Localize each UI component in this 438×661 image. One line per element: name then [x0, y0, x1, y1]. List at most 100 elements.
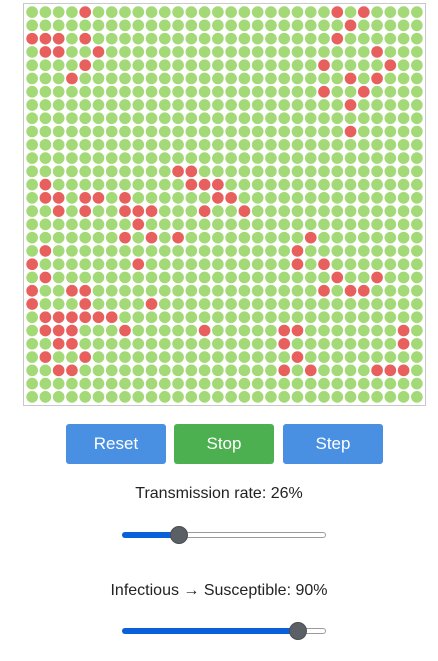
- susceptible-cell[interactable]: [252, 6, 264, 18]
- susceptible-cell[interactable]: [159, 378, 171, 390]
- susceptible-cell[interactable]: [119, 20, 131, 32]
- susceptible-cell[interactable]: [371, 232, 383, 244]
- susceptible-cell[interactable]: [358, 351, 370, 363]
- susceptible-cell[interactable]: [199, 99, 211, 111]
- susceptible-cell[interactable]: [398, 165, 410, 177]
- susceptible-cell[interactable]: [225, 298, 237, 310]
- step-button[interactable]: Step: [283, 424, 383, 464]
- susceptible-cell[interactable]: [199, 232, 211, 244]
- susceptible-cell[interactable]: [79, 112, 91, 124]
- susceptible-cell[interactable]: [132, 179, 144, 191]
- susceptible-cell[interactable]: [26, 139, 38, 151]
- susceptible-cell[interactable]: [132, 112, 144, 124]
- susceptible-cell[interactable]: [358, 46, 370, 58]
- susceptible-cell[interactable]: [345, 378, 357, 390]
- susceptible-cell[interactable]: [66, 219, 78, 231]
- susceptible-cell[interactable]: [411, 298, 423, 310]
- susceptible-cell[interactable]: [53, 232, 65, 244]
- susceptible-cell[interactable]: [384, 298, 396, 310]
- infected-cell[interactable]: [40, 351, 52, 363]
- susceptible-cell[interactable]: [93, 245, 105, 257]
- susceptible-cell[interactable]: [345, 46, 357, 58]
- susceptible-cell[interactable]: [185, 112, 197, 124]
- susceptible-cell[interactable]: [278, 73, 290, 85]
- susceptible-cell[interactable]: [185, 298, 197, 310]
- susceptible-cell[interactable]: [212, 272, 224, 284]
- susceptible-cell[interactable]: [79, 391, 91, 403]
- susceptible-cell[interactable]: [132, 351, 144, 363]
- susceptible-cell[interactable]: [305, 338, 317, 350]
- susceptible-cell[interactable]: [159, 391, 171, 403]
- susceptible-cell[interactable]: [265, 73, 277, 85]
- susceptible-cell[interactable]: [66, 112, 78, 124]
- susceptible-cell[interactable]: [239, 99, 251, 111]
- susceptible-cell[interactable]: [119, 219, 131, 231]
- susceptible-cell[interactable]: [132, 338, 144, 350]
- susceptible-cell[interactable]: [305, 139, 317, 151]
- susceptible-cell[interactable]: [252, 338, 264, 350]
- susceptible-cell[interactable]: [305, 272, 317, 284]
- susceptible-cell[interactable]: [40, 219, 52, 231]
- susceptible-cell[interactable]: [252, 192, 264, 204]
- susceptible-cell[interactable]: [119, 351, 131, 363]
- susceptible-cell[interactable]: [265, 46, 277, 58]
- susceptible-cell[interactable]: [53, 139, 65, 151]
- susceptible-cell[interactable]: [345, 219, 357, 231]
- susceptible-cell[interactable]: [93, 152, 105, 164]
- susceptible-cell[interactable]: [278, 59, 290, 71]
- susceptible-cell[interactable]: [93, 325, 105, 337]
- susceptible-cell[interactable]: [239, 219, 251, 231]
- susceptible-cell[interactable]: [106, 245, 118, 257]
- susceptible-cell[interactable]: [53, 258, 65, 270]
- susceptible-cell[interactable]: [398, 351, 410, 363]
- susceptible-cell[interactable]: [106, 285, 118, 297]
- susceptible-cell[interactable]: [305, 245, 317, 257]
- susceptible-cell[interactable]: [132, 298, 144, 310]
- susceptible-cell[interactable]: [305, 391, 317, 403]
- susceptible-cell[interactable]: [199, 112, 211, 124]
- susceptible-cell[interactable]: [199, 258, 211, 270]
- susceptible-cell[interactable]: [398, 258, 410, 270]
- susceptible-cell[interactable]: [371, 338, 383, 350]
- susceptible-cell[interactable]: [225, 179, 237, 191]
- susceptible-cell[interactable]: [411, 86, 423, 98]
- susceptible-cell[interactable]: [106, 73, 118, 85]
- susceptible-cell[interactable]: [172, 46, 184, 58]
- susceptible-cell[interactable]: [212, 391, 224, 403]
- susceptible-cell[interactable]: [318, 99, 330, 111]
- susceptible-cell[interactable]: [252, 311, 264, 323]
- infected-cell[interactable]: [53, 311, 65, 323]
- susceptible-cell[interactable]: [119, 6, 131, 18]
- susceptible-cell[interactable]: [239, 391, 251, 403]
- susceptible-cell[interactable]: [292, 192, 304, 204]
- susceptible-cell[interactable]: [185, 152, 197, 164]
- susceptible-cell[interactable]: [212, 325, 224, 337]
- susceptible-cell[interactable]: [345, 258, 357, 270]
- susceptible-cell[interactable]: [79, 99, 91, 111]
- infected-cell[interactable]: [26, 298, 38, 310]
- susceptible-cell[interactable]: [318, 391, 330, 403]
- susceptible-cell[interactable]: [119, 364, 131, 376]
- susceptible-cell[interactable]: [172, 86, 184, 98]
- susceptible-cell[interactable]: [159, 20, 171, 32]
- susceptible-cell[interactable]: [225, 152, 237, 164]
- susceptible-cell[interactable]: [345, 165, 357, 177]
- susceptible-cell[interactable]: [106, 298, 118, 310]
- susceptible-cell[interactable]: [93, 285, 105, 297]
- susceptible-cell[interactable]: [66, 205, 78, 217]
- susceptible-cell[interactable]: [53, 378, 65, 390]
- transmission-rate-slider[interactable]: [122, 525, 326, 545]
- susceptible-cell[interactable]: [239, 165, 251, 177]
- infected-cell[interactable]: [79, 192, 91, 204]
- susceptible-cell[interactable]: [106, 378, 118, 390]
- susceptible-cell[interactable]: [106, 99, 118, 111]
- susceptible-cell[interactable]: [225, 86, 237, 98]
- susceptible-cell[interactable]: [199, 219, 211, 231]
- susceptible-cell[interactable]: [212, 126, 224, 138]
- susceptible-cell[interactable]: [53, 219, 65, 231]
- susceptible-cell[interactable]: [93, 232, 105, 244]
- susceptible-cell[interactable]: [199, 139, 211, 151]
- infected-cell[interactable]: [53, 338, 65, 350]
- susceptible-cell[interactable]: [93, 99, 105, 111]
- susceptible-cell[interactable]: [265, 338, 277, 350]
